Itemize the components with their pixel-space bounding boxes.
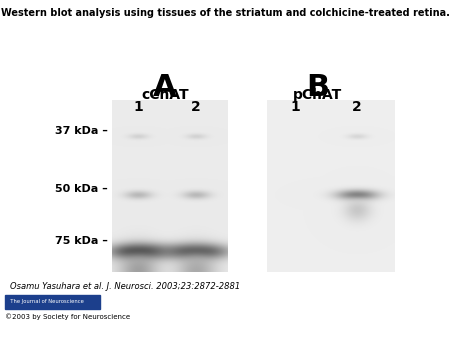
Text: 1: 1 <box>290 100 300 114</box>
Text: The Journal of Neuroscience: The Journal of Neuroscience <box>7 299 84 305</box>
Text: cChAT: cChAT <box>141 88 189 102</box>
Text: A: A <box>153 73 177 102</box>
Text: 37 kDa –: 37 kDa – <box>55 126 108 136</box>
Text: 2: 2 <box>352 100 362 114</box>
Text: Western blot analysis using tissues of the striatum and colchicine-treated retin: Western blot analysis using tissues of t… <box>0 8 450 18</box>
Text: 50 kDa –: 50 kDa – <box>55 185 108 194</box>
Text: 1: 1 <box>133 100 143 114</box>
Text: 2: 2 <box>191 100 201 114</box>
Text: B: B <box>306 73 329 102</box>
Text: Osamu Yasuhara et al. J. Neurosci. 2003;23:2872-2881: Osamu Yasuhara et al. J. Neurosci. 2003;… <box>10 282 240 291</box>
Text: 75 kDa –: 75 kDa – <box>55 236 108 246</box>
Bar <box>5 295 100 309</box>
Text: ©2003 by Society for Neuroscience: ©2003 by Society for Neuroscience <box>5 313 130 320</box>
Text: pChAT: pChAT <box>293 88 342 102</box>
